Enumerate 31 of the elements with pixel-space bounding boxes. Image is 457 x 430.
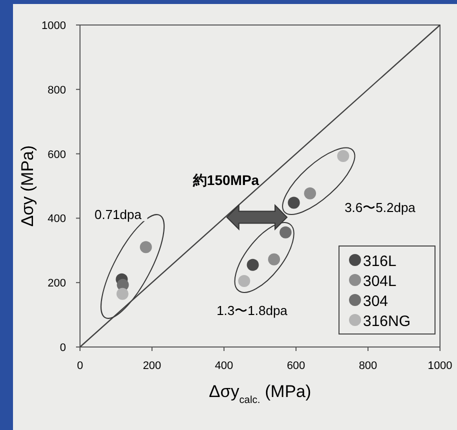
legend-label: 316NG [363, 313, 411, 330]
point [246, 258, 259, 271]
point [304, 187, 316, 200]
y-tick-label: 1000 [42, 20, 66, 32]
x-tick-label: 1000 [428, 360, 452, 372]
x-tick-label: 0 [76, 360, 84, 372]
point [337, 150, 350, 162]
legend-label: 304L [363, 273, 396, 290]
annotation: 約150MPa [192, 172, 260, 188]
y-tick-label: 200 [48, 278, 66, 290]
x-axis-title: Δσy$_{calc.}$ (MPa) [208, 382, 312, 406]
y-tick-label: 0 [60, 342, 66, 354]
annotation: 3.6〜5.2dpa [344, 200, 416, 215]
x-tick-label: 400 [214, 360, 234, 372]
x-tick-label: 800 [358, 360, 378, 372]
annotation: 0.71dpa [94, 207, 142, 222]
point [288, 196, 300, 209]
annotation: 1.3〜1.8dpa [216, 303, 288, 318]
y-tick-label: 600 [48, 148, 66, 161]
legend-label: 304 [363, 293, 388, 310]
legend-label: 316L [363, 253, 396, 270]
point [238, 274, 250, 287]
point [116, 288, 128, 300]
x-tick-label: 200 [142, 360, 162, 372]
y-tick-label: 800 [48, 84, 66, 96]
x-tick-label: 600 [286, 360, 306, 372]
y-axis-title: Δσy (MPa) [18, 145, 37, 227]
point [268, 253, 280, 266]
point [140, 241, 152, 254]
y-tick-label: 400 [48, 213, 66, 226]
point [280, 226, 292, 238]
